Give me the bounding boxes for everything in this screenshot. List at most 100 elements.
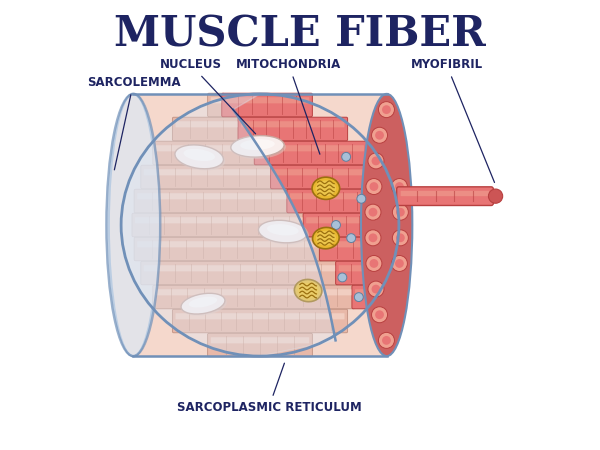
Circle shape xyxy=(392,204,409,220)
Ellipse shape xyxy=(298,283,319,298)
Circle shape xyxy=(391,179,407,194)
FancyBboxPatch shape xyxy=(141,165,273,189)
Circle shape xyxy=(368,153,384,169)
FancyBboxPatch shape xyxy=(172,117,241,141)
Ellipse shape xyxy=(316,180,336,196)
Ellipse shape xyxy=(312,177,340,199)
FancyBboxPatch shape xyxy=(137,193,286,199)
Text: SARCOLEMMA: SARCOLEMMA xyxy=(86,76,180,170)
FancyBboxPatch shape xyxy=(238,117,347,141)
Circle shape xyxy=(379,102,394,117)
Text: MUSCLE FIBER: MUSCLE FIBER xyxy=(114,14,486,56)
Circle shape xyxy=(395,259,404,268)
Text: MYOFIBRIL: MYOFIBRIL xyxy=(410,58,494,182)
Ellipse shape xyxy=(175,145,223,169)
FancyBboxPatch shape xyxy=(306,217,385,223)
Circle shape xyxy=(332,220,340,230)
FancyBboxPatch shape xyxy=(208,93,224,117)
FancyBboxPatch shape xyxy=(335,261,379,285)
FancyBboxPatch shape xyxy=(303,213,388,237)
Ellipse shape xyxy=(295,279,322,302)
FancyBboxPatch shape xyxy=(132,213,306,237)
Circle shape xyxy=(395,182,404,191)
Circle shape xyxy=(355,292,363,302)
FancyBboxPatch shape xyxy=(211,337,309,343)
FancyBboxPatch shape xyxy=(144,265,335,271)
Ellipse shape xyxy=(260,222,309,245)
Circle shape xyxy=(382,336,391,345)
Text: SARCOPLASMIC RETICULUM: SARCOPLASMIC RETICULUM xyxy=(176,363,361,414)
Circle shape xyxy=(392,230,409,246)
Circle shape xyxy=(371,307,388,323)
FancyBboxPatch shape xyxy=(222,93,313,117)
FancyBboxPatch shape xyxy=(352,285,367,309)
Text: NUCLEUS: NUCLEUS xyxy=(160,58,256,134)
FancyBboxPatch shape xyxy=(156,145,254,151)
FancyBboxPatch shape xyxy=(257,145,364,151)
FancyBboxPatch shape xyxy=(274,169,376,176)
FancyBboxPatch shape xyxy=(135,217,302,223)
FancyBboxPatch shape xyxy=(339,265,376,271)
Ellipse shape xyxy=(183,295,227,316)
FancyBboxPatch shape xyxy=(211,97,221,104)
FancyBboxPatch shape xyxy=(225,97,309,104)
Circle shape xyxy=(357,194,366,203)
FancyBboxPatch shape xyxy=(153,285,355,309)
Ellipse shape xyxy=(267,224,299,235)
FancyBboxPatch shape xyxy=(176,121,238,127)
FancyBboxPatch shape xyxy=(322,241,383,248)
Circle shape xyxy=(366,256,382,271)
Circle shape xyxy=(347,234,356,243)
FancyBboxPatch shape xyxy=(172,309,347,333)
Circle shape xyxy=(488,189,503,203)
Circle shape xyxy=(365,204,381,220)
Ellipse shape xyxy=(233,137,286,159)
FancyBboxPatch shape xyxy=(287,189,386,213)
Circle shape xyxy=(365,230,381,246)
FancyBboxPatch shape xyxy=(141,261,338,285)
Circle shape xyxy=(341,153,350,161)
FancyBboxPatch shape xyxy=(134,189,290,213)
Circle shape xyxy=(366,179,382,194)
Ellipse shape xyxy=(313,227,339,249)
Ellipse shape xyxy=(177,147,225,171)
Ellipse shape xyxy=(361,94,412,356)
Ellipse shape xyxy=(259,220,307,243)
FancyBboxPatch shape xyxy=(401,191,490,196)
FancyBboxPatch shape xyxy=(241,121,344,127)
FancyBboxPatch shape xyxy=(290,193,383,199)
Ellipse shape xyxy=(109,94,158,356)
FancyBboxPatch shape xyxy=(133,94,386,356)
Circle shape xyxy=(371,127,388,143)
Ellipse shape xyxy=(184,149,215,161)
FancyBboxPatch shape xyxy=(137,241,319,248)
FancyBboxPatch shape xyxy=(153,141,257,165)
FancyBboxPatch shape xyxy=(355,289,364,295)
Circle shape xyxy=(338,273,347,282)
Circle shape xyxy=(371,157,380,165)
Circle shape xyxy=(370,259,379,268)
Ellipse shape xyxy=(106,94,160,356)
FancyBboxPatch shape xyxy=(397,187,493,206)
Ellipse shape xyxy=(231,135,284,157)
Circle shape xyxy=(371,285,380,293)
Circle shape xyxy=(370,182,379,191)
Circle shape xyxy=(368,234,377,242)
FancyBboxPatch shape xyxy=(271,165,379,189)
Polygon shape xyxy=(124,94,335,356)
Ellipse shape xyxy=(181,293,225,314)
Circle shape xyxy=(375,131,384,140)
Circle shape xyxy=(396,234,405,242)
Circle shape xyxy=(375,310,384,319)
FancyBboxPatch shape xyxy=(254,141,367,165)
Circle shape xyxy=(396,208,405,216)
Circle shape xyxy=(391,256,407,271)
Ellipse shape xyxy=(189,297,217,307)
Circle shape xyxy=(368,208,377,216)
Ellipse shape xyxy=(240,139,275,150)
Circle shape xyxy=(379,333,394,348)
Circle shape xyxy=(368,281,384,297)
FancyBboxPatch shape xyxy=(134,237,322,261)
FancyBboxPatch shape xyxy=(208,333,313,357)
FancyBboxPatch shape xyxy=(176,313,344,320)
